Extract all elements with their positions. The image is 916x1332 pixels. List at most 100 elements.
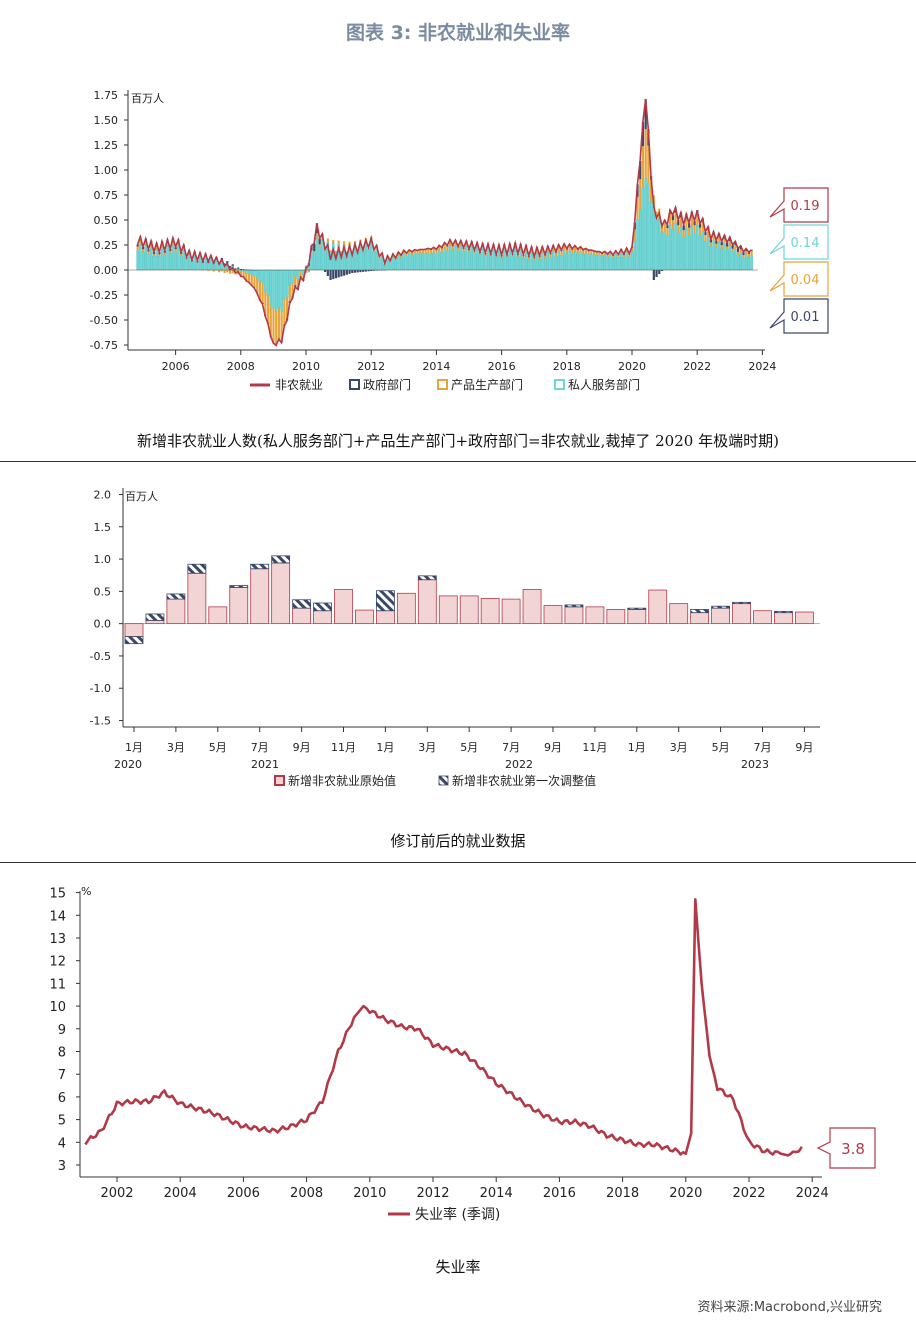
bar-government [136,244,139,247]
bar-government [658,270,661,274]
bar-government [337,270,340,278]
bar-goods-producing [250,275,253,286]
legend-label: 产品生产部门 [451,377,523,392]
x-tick-label: 2024 [796,1186,829,1201]
bar-goods-producing [207,270,210,271]
bar-goods-producing [171,239,175,245]
bar-goods-producing [315,233,319,239]
bar-goods-producing [343,241,346,245]
x-tick-label: 2006 [162,360,190,373]
x-tick-label: 2018 [553,360,581,373]
bar-government [731,244,734,249]
bar-government [356,270,359,273]
y-tick-label: 0.75 [94,189,119,202]
bar-government [242,269,245,270]
x-tick-label: 9月 [293,741,311,754]
y-tick-label: 14 [49,909,66,924]
bar-goods-producing [451,246,454,251]
bar-goods-producing [582,250,585,255]
bar-government [228,265,232,268]
x-tick-label: 1月 [628,741,646,754]
bar-goods-producing [432,248,435,253]
bar-goods-producing [709,242,712,247]
bar-original [669,603,689,625]
bar-goods-producing [750,250,753,256]
caption-chart1: 新增非农就业人数(私人服务部门+产品生产部门+政府部门=非农就业,裁掉了 202… [137,432,779,450]
y-tick-label: 2.0 [94,488,112,501]
bar-goods-producing [410,251,414,255]
x-tick-label: 2004 [164,1186,197,1201]
bar-goods-producing [720,245,723,249]
source-note: 资料来源:Macrobond,兴业研究 [697,1300,882,1315]
x-tick-label: 3月 [418,741,436,754]
bar-goods-producing [299,270,302,277]
bar-goods-producing [682,230,685,237]
y-tick-label: 0.25 [94,239,119,252]
bar-goods-producing [609,252,612,255]
bar-goods-producing [150,242,153,248]
x-tick-label: 11月 [331,741,356,754]
bar-goods-producing [745,250,748,255]
bar-goods-producing [256,278,259,293]
bar-goods-producing [690,216,693,227]
bar-goods-producing [565,249,568,254]
value-tag [769,298,829,334]
bar-government [359,270,362,273]
bar-original [522,589,542,625]
bar-government [223,263,226,266]
bar-goods-producing [161,243,164,248]
value-tag [769,224,829,260]
bar-goods-producing [592,251,596,255]
bar-goods-producing [275,311,278,346]
bar-goods-producing [541,247,544,253]
bar-goods-producing [739,248,742,253]
figure-title: 图表 3: 非农就业和失业率 [345,22,571,44]
value-tag-label: 0.04 [791,273,820,288]
x-tick-label: 7月 [754,741,772,754]
bar-original [355,609,374,625]
legend-swatch [274,775,285,786]
y-tick-label: 10 [49,1000,66,1015]
y-tick-label: 1.0 [94,553,112,566]
legend-label: 新增非农就业原始值 [288,773,396,788]
bar-goods-producing [620,250,623,254]
x-tick-label: 1月 [125,741,143,754]
bar-goods-producing [584,249,588,253]
bar-government [370,270,373,271]
x-tick-label: 11月 [582,741,607,754]
bar-goods-producing [454,240,457,247]
bar-goods-producing [294,275,297,286]
chart-unemployment: 15 14 13 12 11 10 9 8 7 6 5 4 3% 2002 2004 2006 2008 2010… [49,885,876,1223]
bar-revision [417,575,437,581]
caption-chart3: 失业率 [435,1258,481,1276]
x-tick-label: 2014 [480,1186,513,1201]
bar-goods-producing [258,281,262,300]
series-line-unemployment [84,898,803,1157]
y-tick-label: 1.75 [94,89,119,102]
bar-goods-producing [400,255,403,258]
bar-goods-producing [587,251,590,255]
bar-goods-producing [340,251,343,253]
value-tag [769,187,829,223]
bar-goods-producing [533,257,536,261]
x-tick-label: 9月 [544,741,562,754]
bar-original [648,589,668,625]
bar-goods-producing [677,225,680,233]
value-tag-label: 3.8 [841,1140,865,1158]
y-tick-label: -0.75 [90,339,118,352]
bar-government [652,270,655,280]
bar-goods-producing [639,179,642,210]
bar-government [305,272,308,273]
bar-goods-producing [628,254,631,257]
bar-revision [145,613,165,621]
bar-government [671,215,674,221]
bar-goods-producing [296,279,300,289]
y-tick-label: 13 [49,932,66,947]
bar-goods-producing [136,246,139,251]
bar-goods-producing [614,251,617,255]
bar-goods-producing [266,295,270,324]
bar-goods-producing [239,271,242,278]
bar-goods-producing [223,270,226,274]
bar-government [655,270,658,277]
y-tick-label: 5 [58,1114,66,1129]
